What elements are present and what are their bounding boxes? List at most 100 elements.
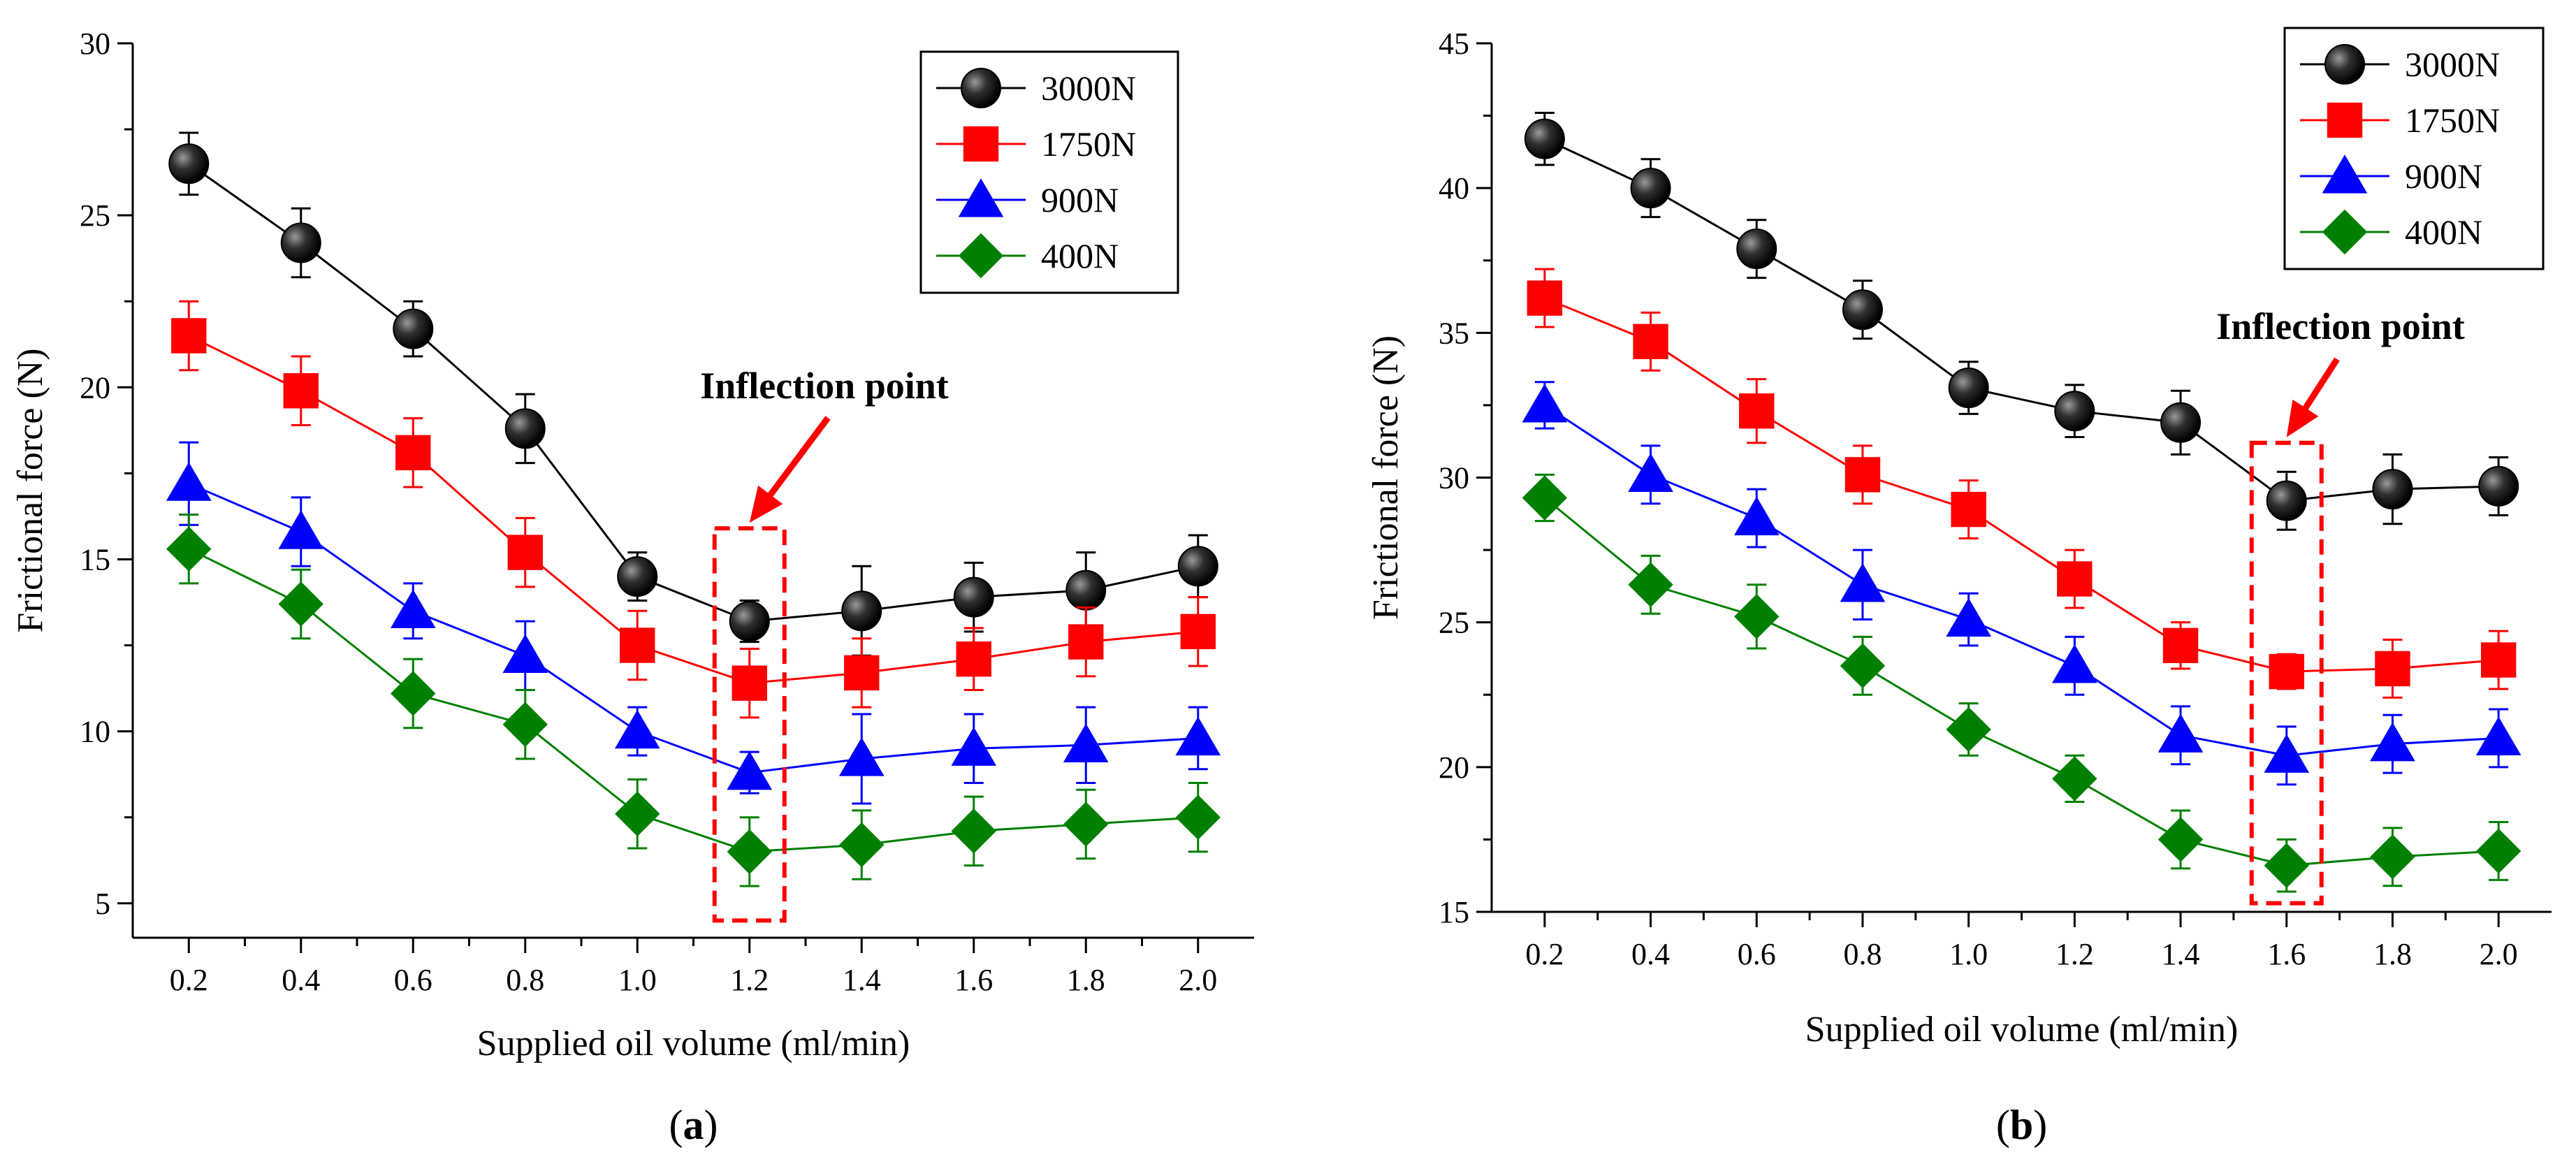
x-tick-label: 0.2 bbox=[1525, 937, 1564, 971]
data-point bbox=[1734, 594, 1780, 639]
data-point bbox=[390, 589, 436, 628]
data-point bbox=[2052, 644, 2097, 683]
x-tick-label: 1.8 bbox=[1067, 963, 1105, 997]
data-point bbox=[507, 535, 543, 570]
data-point bbox=[614, 709, 660, 749]
y-tick-label: 25 bbox=[80, 198, 110, 233]
x-tick-label: 2.0 bbox=[1179, 963, 1217, 997]
series-1750N bbox=[171, 300, 1216, 719]
legend: 3000N 1750N 900N 400N bbox=[2283, 27, 2545, 270]
data-point bbox=[278, 581, 323, 627]
legend-marker bbox=[963, 126, 999, 162]
legend: 3000N 1750N 900N 400N bbox=[919, 50, 1179, 294]
data-point bbox=[1628, 562, 1673, 608]
y-tick-label: 15 bbox=[1439, 895, 1469, 929]
data-point bbox=[391, 671, 436, 716]
data-point bbox=[732, 665, 767, 701]
data-point bbox=[395, 435, 431, 471]
data-point bbox=[1175, 794, 1221, 840]
series-line bbox=[188, 163, 1199, 623]
data-point bbox=[1063, 723, 1109, 762]
data-point bbox=[2475, 716, 2522, 756]
data-point bbox=[1524, 118, 1565, 159]
x-tick-label: 1.4 bbox=[2162, 937, 2200, 971]
series-400N bbox=[166, 513, 1221, 887]
legend-marker bbox=[2324, 44, 2365, 85]
x-tick-label: 1.2 bbox=[730, 963, 769, 997]
legend-marker bbox=[958, 233, 1004, 279]
y-tick-label: 15 bbox=[80, 542, 110, 576]
x-tick-label: 1.6 bbox=[2267, 937, 2306, 971]
y-tick-label: 10 bbox=[80, 715, 110, 749]
data-point bbox=[729, 601, 770, 642]
data-point bbox=[2478, 465, 2519, 507]
series-line bbox=[188, 335, 1198, 685]
y-tick-label: 40 bbox=[1439, 171, 1469, 205]
data-point bbox=[2264, 734, 2310, 773]
series-3000N bbox=[1524, 111, 2519, 531]
data-point bbox=[1522, 384, 1568, 423]
data-point bbox=[393, 308, 434, 349]
data-point bbox=[956, 641, 991, 677]
data-point bbox=[2264, 843, 2309, 888]
legend-marker bbox=[2322, 209, 2368, 255]
data-point bbox=[280, 222, 321, 263]
series-line bbox=[188, 548, 1198, 853]
data-point bbox=[504, 408, 546, 449]
data-point bbox=[171, 318, 207, 354]
data-point bbox=[1840, 643, 1886, 689]
data-point bbox=[839, 822, 885, 868]
legend-marker bbox=[2322, 154, 2368, 194]
data-point bbox=[1946, 706, 1991, 753]
data-point bbox=[2160, 402, 2202, 443]
data-point bbox=[2266, 480, 2307, 521]
inflection-box bbox=[2249, 440, 2324, 906]
data-point bbox=[1946, 597, 1991, 637]
data-point bbox=[1844, 457, 1881, 493]
data-point bbox=[2370, 834, 2415, 880]
data-point bbox=[283, 373, 319, 409]
data-point bbox=[1739, 393, 1775, 429]
data-point bbox=[951, 808, 996, 854]
data-point bbox=[1175, 716, 1221, 756]
x-axis-title: Supplied oil volume (ml/min) bbox=[477, 1024, 910, 1063]
data-point bbox=[2157, 817, 2204, 862]
data-point bbox=[615, 791, 660, 836]
x-tick-label: 1.4 bbox=[843, 963, 881, 997]
x-tick-label: 0.4 bbox=[282, 963, 320, 997]
data-point bbox=[2057, 561, 2093, 597]
legend-marker bbox=[2327, 102, 2363, 138]
legend-label: 3000N bbox=[2405, 45, 2500, 84]
legend-label: 400N bbox=[2405, 212, 2482, 252]
series-400N bbox=[1522, 473, 2522, 893]
x-tick-label: 0.6 bbox=[1738, 937, 1776, 971]
data-point bbox=[1522, 475, 1568, 521]
data-point bbox=[502, 634, 548, 673]
series-line bbox=[1543, 497, 2499, 867]
data-point bbox=[1951, 491, 1986, 528]
inflection-label: Inflection point bbox=[700, 365, 949, 407]
y-tick-label: 5 bbox=[95, 887, 110, 921]
inflection-label: Inflection point bbox=[2216, 305, 2465, 347]
data-point bbox=[1733, 496, 1780, 536]
data-point bbox=[1527, 280, 1563, 316]
legend-label: 900N bbox=[2405, 157, 2482, 196]
data-point bbox=[1736, 228, 1777, 270]
data-point bbox=[1840, 563, 1886, 602]
x-tick-label: 0.8 bbox=[506, 963, 544, 997]
data-point bbox=[2480, 642, 2517, 678]
series-1750N bbox=[1527, 268, 2517, 699]
inflection-arrow-head bbox=[2286, 399, 2319, 437]
data-point bbox=[166, 526, 212, 572]
data-point bbox=[1068, 624, 1104, 660]
data-point bbox=[953, 576, 994, 618]
data-point bbox=[951, 727, 997, 766]
data-point bbox=[2054, 391, 2095, 432]
y-axis-title: Frictional force (N) bbox=[1366, 335, 1406, 620]
legend-label: 1750N bbox=[1041, 124, 1136, 164]
data-point bbox=[1633, 324, 1668, 359]
data-point bbox=[2162, 627, 2199, 664]
data-point bbox=[1180, 613, 1216, 650]
